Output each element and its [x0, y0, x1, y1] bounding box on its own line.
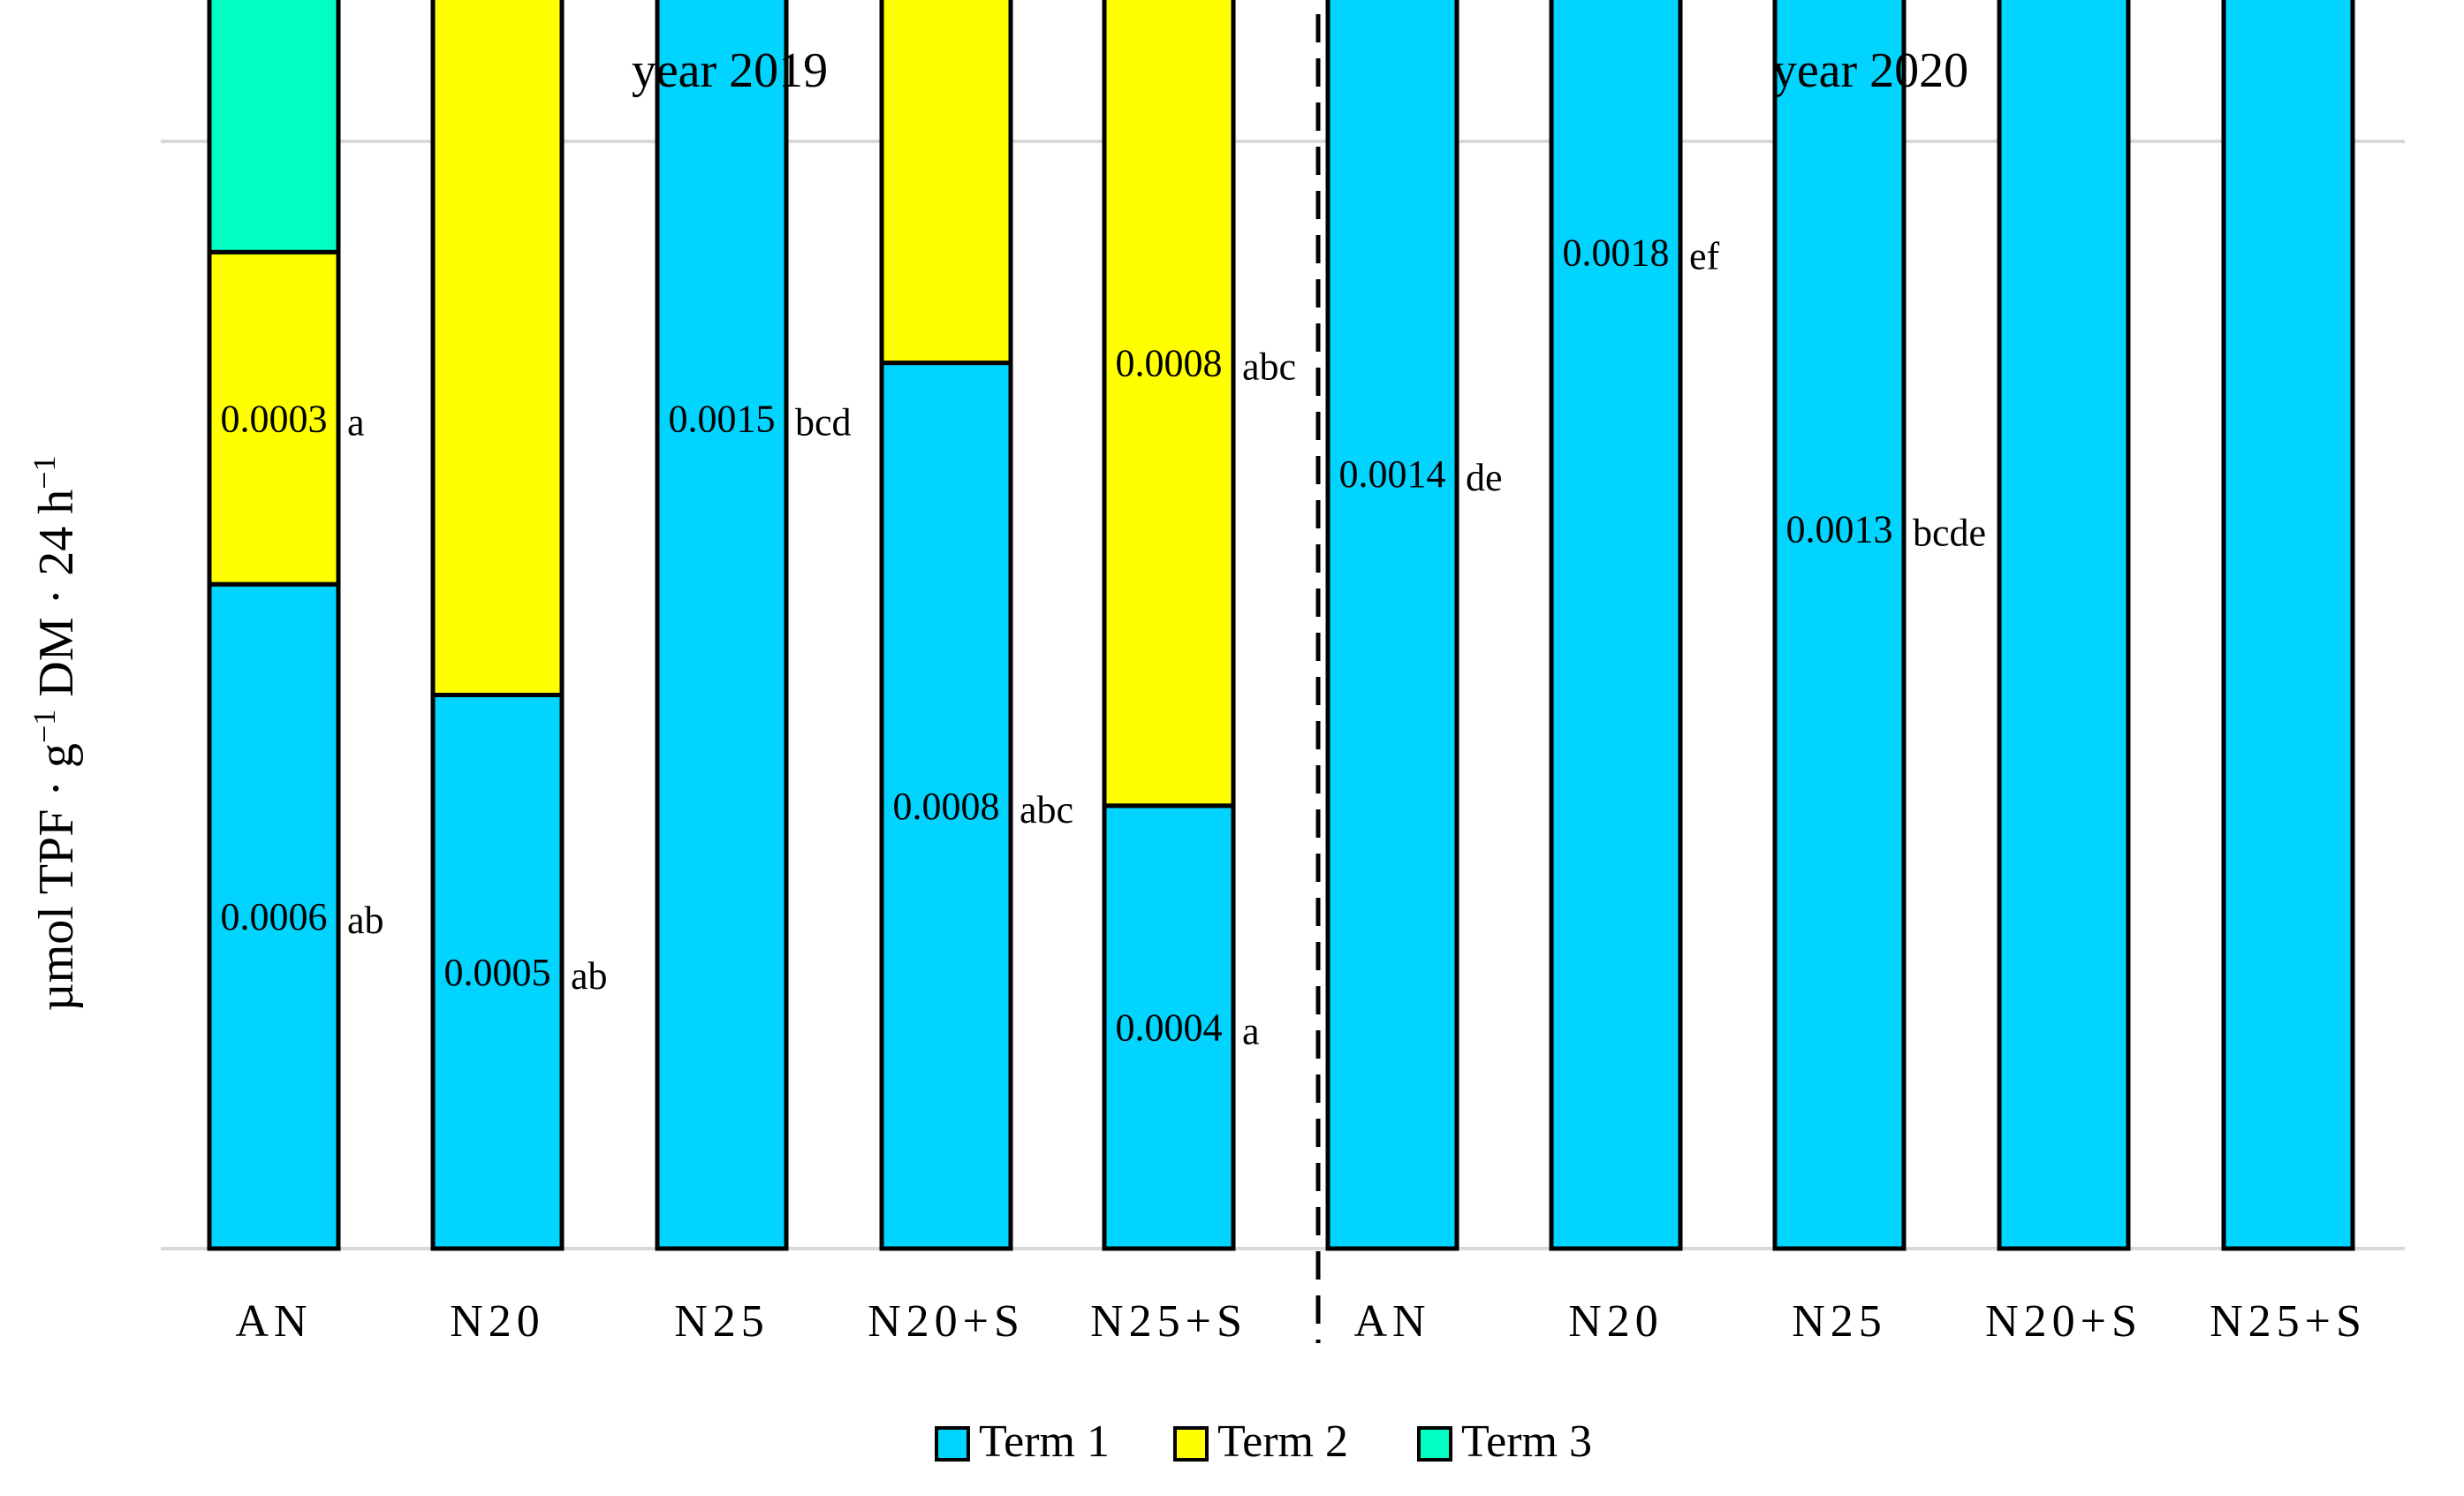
value-label: 0.0004: [1116, 1006, 1223, 1049]
legend: Term 1 Term 2 Term 3: [935, 1416, 1592, 1467]
category-label: N25+S: [1090, 1296, 1247, 1347]
bar-segment-term-1: [1997, 0, 2131, 1251]
bars: [207, 0, 2355, 1251]
value-label: 0.0008: [893, 785, 1000, 828]
category-label: AN: [1353, 1296, 1430, 1347]
category-label: N25: [1792, 1296, 1887, 1347]
category-label: N20: [450, 1296, 545, 1347]
value-label: 0.0005: [444, 951, 551, 994]
year-labels: year 2019 year 2020: [632, 43, 1968, 98]
category-label: N25+S: [2210, 1296, 2367, 1347]
bar-segment-term-3: [207, 0, 341, 254]
significance-letter: ab: [347, 899, 384, 942]
bar-segment-term-1: [1102, 803, 1236, 1251]
bar-segment-term-1: [1325, 0, 1459, 1251]
year-label: year 2019: [632, 43, 828, 98]
bar-segment-term-1: [655, 0, 789, 1251]
category-labels: AN N20 N25 N20+S N25+S AN N20 N25 N20+S N25+S: [235, 1296, 2367, 1347]
category-label: N20+S: [868, 1296, 1025, 1347]
bar-segment-term-2: [1102, 0, 1236, 809]
category-label: AN: [235, 1296, 312, 1347]
category-label: N20+S: [1985, 1296, 2142, 1347]
y-axis-label: µmol TPF · g−1 DM · 24 h−1: [27, 455, 84, 1011]
bar-segment-term-2: [430, 0, 565, 698]
significance-letter: bcd: [795, 400, 852, 444]
significance-letter: abc: [1242, 346, 1296, 389]
value-label: 0.0015: [669, 397, 776, 440]
significance-letter: ef: [1689, 234, 1720, 277]
significance-letter: a: [1242, 1009, 1260, 1052]
bar-segment-term-1: [2221, 0, 2355, 1251]
legend-label: Term 1: [979, 1416, 1110, 1467]
significance-letter: de: [1466, 456, 1503, 499]
value-labels: 0.0006ab0.0003a0.0007abc0.0005ab0.0017ce…: [221, 231, 1987, 1052]
value-label: 0.0013: [1786, 508, 1893, 551]
legend-label: Term 2: [1217, 1416, 1348, 1467]
value-label: 0.0003: [221, 397, 328, 440]
bar-segment-term-2: [879, 0, 1013, 366]
significance-letter: a: [347, 400, 365, 444]
value-label: 0.0014: [1339, 452, 1446, 496]
legend-swatch-term-3: [1417, 1426, 1452, 1462]
legend-swatch-term-1: [935, 1426, 970, 1462]
bar-segment-term-1: [430, 693, 565, 1251]
bar-segment-term-1: [1549, 0, 1683, 1251]
category-label: N20: [1568, 1296, 1664, 1347]
bar-segment-term-1: [1772, 0, 1907, 1251]
bar-segment-term-1: [207, 581, 341, 1251]
legend-label: Term 3: [1461, 1416, 1592, 1467]
significance-letter: bcde: [1913, 512, 1986, 555]
bar-segment-term-1: [879, 361, 1013, 1251]
year-label: year 2020: [1772, 43, 1968, 98]
category-label: N25: [674, 1296, 770, 1347]
value-label: 0.0018: [1563, 231, 1670, 274]
value-label: 0.0008: [1116, 342, 1223, 385]
value-label: 0.0006: [221, 895, 328, 938]
legend-swatch-term-2: [1173, 1426, 1209, 1462]
significance-letter: ab: [571, 954, 608, 998]
significance-letter: abc: [1020, 788, 1073, 832]
